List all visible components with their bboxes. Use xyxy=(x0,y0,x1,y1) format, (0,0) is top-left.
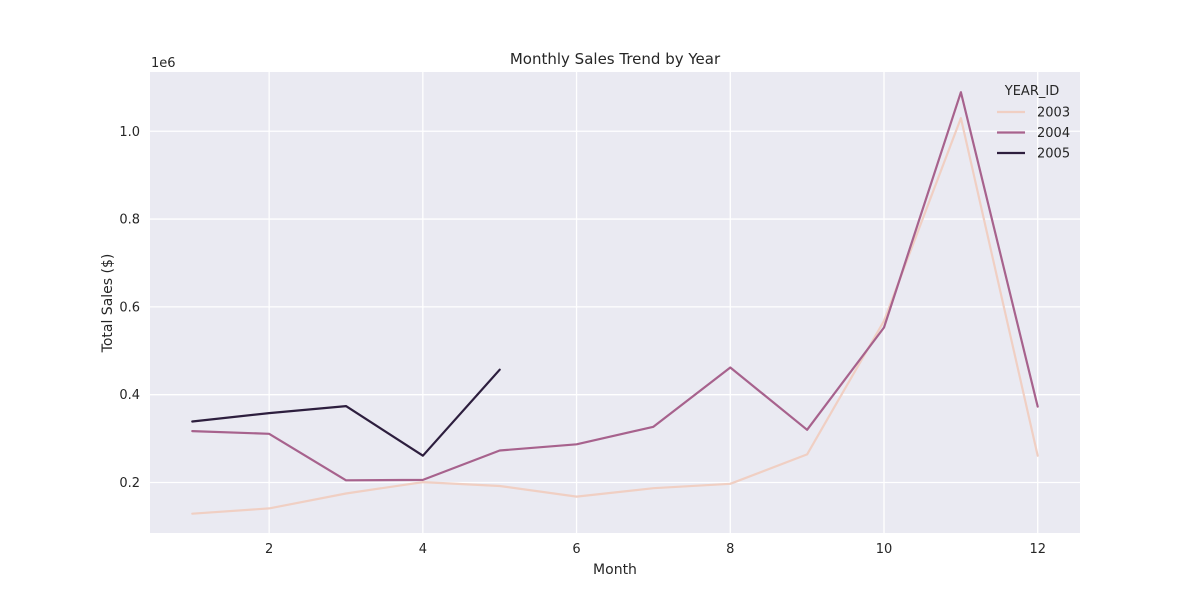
legend: YEAR_ID 2003 2004 2005 xyxy=(997,84,1070,162)
y-tick-label: 1.0 xyxy=(119,125,140,140)
x-tick-label: 10 xyxy=(876,542,893,557)
x-tick-label: 12 xyxy=(1029,542,1046,557)
x-axis-label: Month xyxy=(593,562,637,578)
y-tick-label: 0.4 xyxy=(119,388,140,403)
y-tick-label: 0.8 xyxy=(119,213,140,228)
series-line-2004 xyxy=(191,91,1039,482)
x-tick-label: 2 xyxy=(265,542,273,557)
legend-entry-2003: 2003 xyxy=(1037,106,1070,121)
tick-labels: 2 4 6 8 10 12 0.2 0.4 0.6 0.8 1.0 xyxy=(119,125,1046,557)
x-tick-label: 6 xyxy=(572,542,580,557)
y-axis-offset-label: 1e6 xyxy=(151,56,176,71)
series-lines xyxy=(191,91,1039,515)
legend-title: YEAR_ID xyxy=(1004,84,1059,99)
series-line-2005 xyxy=(191,368,501,457)
legend-entry-2004: 2004 xyxy=(1037,126,1070,141)
grid xyxy=(150,72,1080,533)
legend-entry-2005: 2005 xyxy=(1037,147,1070,162)
y-tick-label: 0.6 xyxy=(119,300,140,315)
y-axis-label: Total Sales ($) xyxy=(100,254,116,354)
y-tick-label: 0.2 xyxy=(119,476,140,491)
x-tick-label: 8 xyxy=(726,542,734,557)
x-tick-label: 4 xyxy=(419,542,427,557)
chart-title: Monthly Sales Trend by Year xyxy=(510,50,721,68)
plot-area xyxy=(150,72,1080,533)
